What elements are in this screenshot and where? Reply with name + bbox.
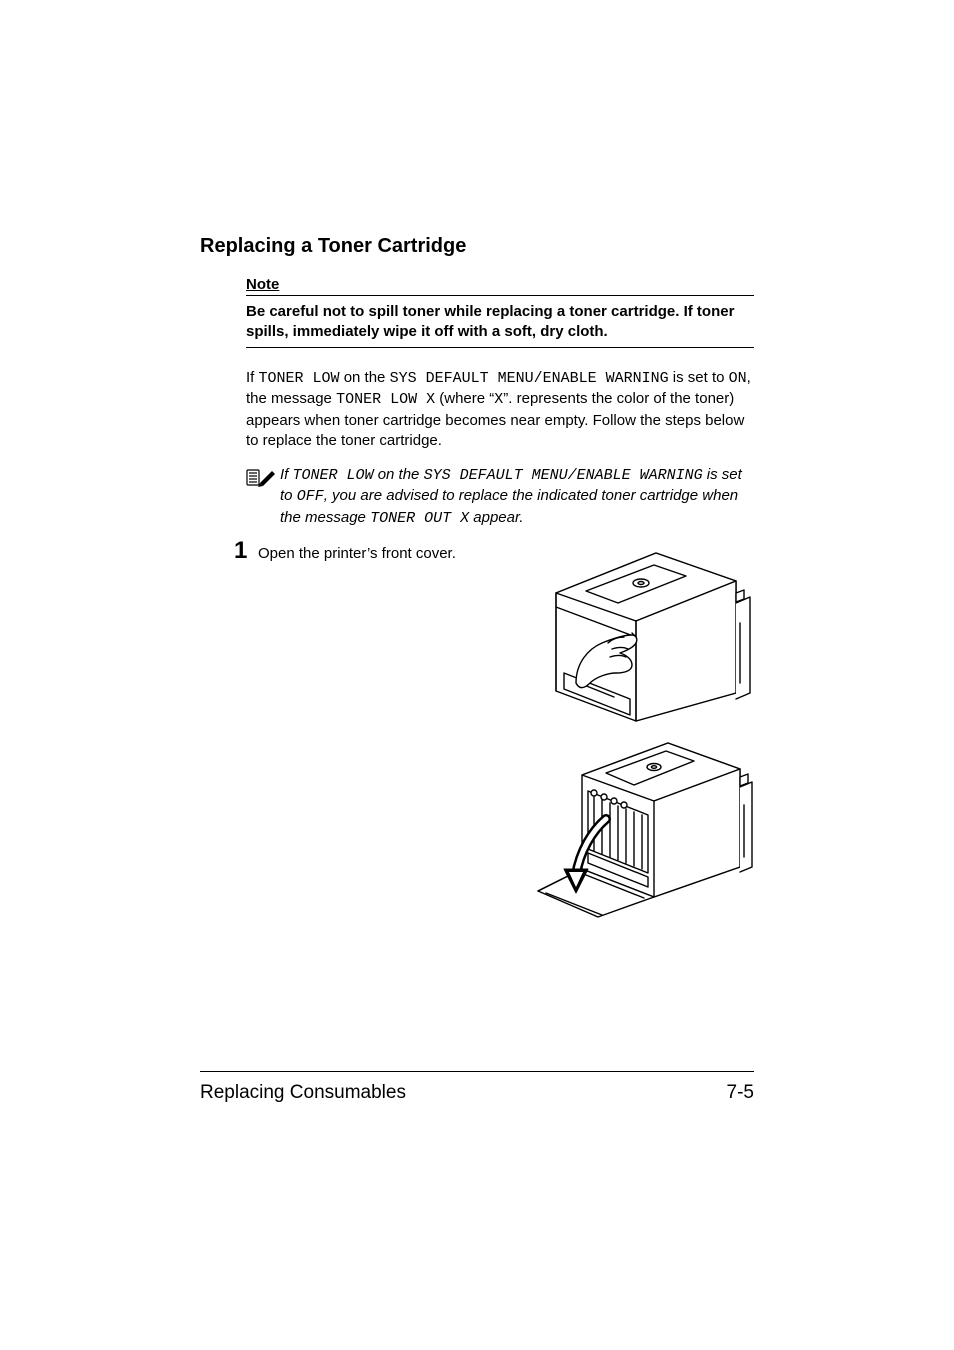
text: on the (374, 466, 424, 483)
note-title: Note (246, 276, 754, 293)
mono-text: ON (729, 370, 747, 387)
mono-text: SYS DEFAULT MENU/ENABLE WARNING (424, 467, 703, 484)
figure-open-cover-icon (536, 543, 754, 723)
tip-block: If TONER LOW on the SYS DEFAULT MENU/ENA… (246, 465, 754, 529)
step-row: 1 Open the printer’s front cover. (234, 539, 754, 919)
tip-text: If TONER LOW on the SYS DEFAULT MENU/ENA… (280, 465, 754, 529)
text: on the (340, 369, 390, 386)
mono-text: OFF (297, 488, 324, 505)
step-figures (536, 539, 754, 919)
step-text: Open the printer’s front cover. (258, 539, 488, 562)
footer-section-title: Replacing Consumables (200, 1082, 406, 1104)
text: appear. (469, 509, 524, 526)
mono-text: SYS DEFAULT MENU/ENABLE WARNING (390, 370, 669, 387)
text: If (280, 466, 293, 483)
mono-text: TONER LOW (259, 370, 340, 387)
note-rule-top (246, 295, 754, 296)
footer-rule (200, 1071, 754, 1072)
text: If (246, 369, 259, 386)
footer-page-number: 7-5 (727, 1082, 754, 1104)
mono-text: TONER OUT X (370, 510, 469, 527)
text: is set to (669, 369, 729, 386)
page: Replacing a Toner Cartridge Note Be care… (0, 0, 954, 1350)
figure-cover-open-icon (536, 735, 754, 919)
note-icon (246, 465, 280, 492)
mono-text: X (494, 391, 503, 408)
body-paragraph: If TONER LOW on the SYS DEFAULT MENU/ENA… (246, 368, 754, 451)
text: (where “ (435, 390, 494, 407)
mono-text: TONER LOW X (336, 391, 435, 408)
mono-text: TONER LOW (293, 467, 374, 484)
note-body: Be careful not to spill toner while repl… (246, 302, 754, 341)
step-number: 1 (234, 539, 258, 563)
page-footer: Replacing Consumables 7-5 (200, 1071, 754, 1104)
note-block: Note Be careful not to spill toner while… (246, 276, 754, 348)
section-heading: Replacing a Toner Cartridge (200, 235, 754, 258)
note-rule-bottom (246, 347, 754, 348)
